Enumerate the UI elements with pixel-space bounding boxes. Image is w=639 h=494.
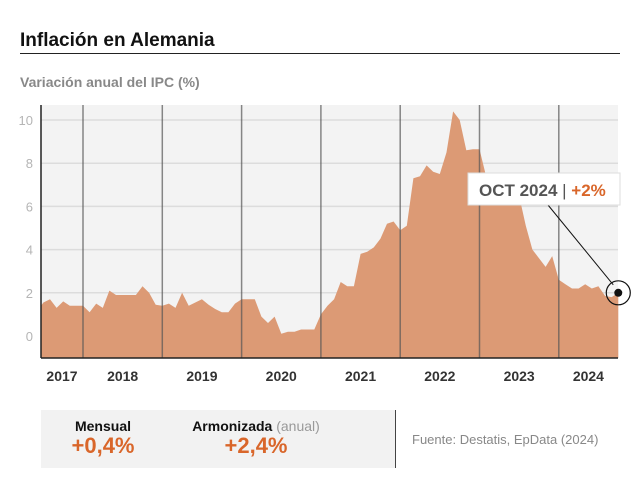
callout-separator: |: [562, 181, 571, 200]
callout-text: OCT 2024 | +2%: [479, 181, 606, 200]
area-chart: 0 2 4 6 8 10 2017 2018 2019 2020 2021 2022 2023 2024 O…: [19, 105, 631, 384]
stat-label: Armonizada: [192, 418, 273, 434]
chart-subtitle: Variación anual del IPC (%): [20, 74, 200, 90]
highlight-ring: [605, 280, 631, 306]
x-tick-label: 2018: [107, 368, 138, 384]
stats-panel: Mensual +0,4% Armonizada (anual) +2,4%: [41, 410, 396, 468]
y-tick-label: 10: [19, 113, 33, 128]
y-tick-label: 6: [26, 199, 33, 214]
x-tick-label: 2020: [266, 368, 297, 384]
x-tick-label: 2017: [46, 368, 77, 384]
x-tick-label: 2021: [345, 368, 376, 384]
x-tick-label: 2023: [504, 368, 535, 384]
x-tick-label: 2019: [186, 368, 217, 384]
stat-mensual: Mensual +0,4%: [53, 418, 153, 458]
x-tick-label: 2024: [573, 368, 604, 384]
source-note: Fuente: Destatis, EpData (2024): [412, 432, 599, 447]
y-tick-label: 8: [26, 156, 33, 171]
callout-box: [467, 172, 621, 206]
callout-value: +2%: [571, 181, 606, 200]
callout-date: OCT 2024: [479, 181, 562, 200]
stat-armonizada: Armonizada (anual) +2,4%: [181, 418, 331, 458]
stat-label-note: (anual): [276, 418, 320, 434]
chart-title: Inflación en Alemania: [20, 30, 215, 51]
stat-value: +0,4%: [71, 433, 135, 458]
y-tick-label: 2: [26, 286, 33, 301]
highlight-dot: [614, 288, 623, 297]
y-tick-label: 4: [26, 243, 33, 258]
title-divider: [20, 53, 620, 54]
y-tick-label: 0: [26, 329, 33, 344]
x-tick-label: 2022: [424, 368, 455, 384]
callout-leader: [547, 204, 614, 286]
stat-value: +2,4%: [224, 433, 288, 458]
stat-label: Mensual: [74, 418, 131, 434]
